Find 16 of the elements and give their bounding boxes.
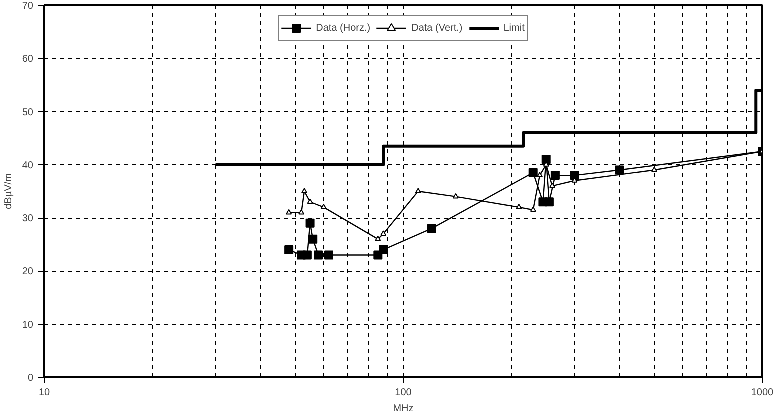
y-tick-label: 10 [22,320,34,331]
legend-label: Data (Horz.) [316,22,371,34]
y-tick-label: 30 [22,214,34,225]
y-tick-label: 50 [22,107,34,118]
legend-label: Data (Vert.) [412,22,463,34]
y-tick-label: 60 [22,54,34,66]
x-axis-title: MHz [393,404,414,414]
y-tick-label: 20 [22,266,34,278]
x-tick-label: 100 [395,388,412,398]
x-tick-label: 10 [38,388,50,398]
y-tick-label: 0 [28,373,34,384]
x-tick-label: 1000 [751,388,774,398]
y-tick-label: 40 [22,160,34,172]
y-axis-title: dBµV/m [3,174,14,210]
legend-label: Limit [504,22,525,34]
y-tick-label: 70 [22,1,34,12]
